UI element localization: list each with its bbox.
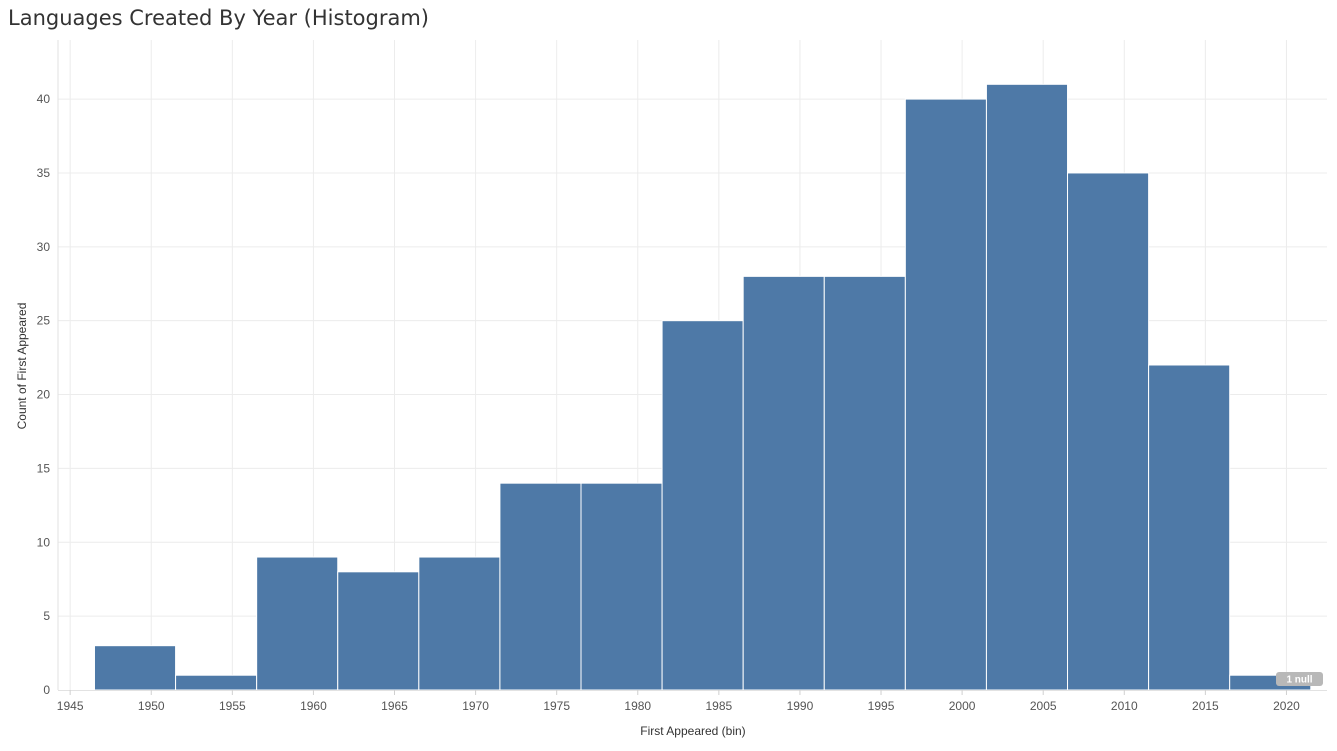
x-tick-label: 1970 [462, 699, 489, 713]
y-tick-label: 10 [37, 535, 51, 549]
x-axis: 1945 1950 1955 1960 1965 1970 1975 1980 1985 1990… [57, 690, 1327, 713]
null-badge-label: 1 null [1286, 675, 1312, 686]
x-tick-label: 1990 [787, 699, 814, 713]
y-tick-label: 25 [37, 314, 51, 328]
histogram-bar[interactable] [580, 482, 663, 691]
x-tick-label: 2015 [1192, 699, 1219, 713]
x-tick-label: 1965 [381, 699, 408, 713]
y-tick-label: 40 [37, 92, 51, 106]
histogram-bar[interactable] [742, 275, 825, 691]
histogram-bar[interactable] [256, 556, 339, 691]
y-tick-label: 15 [37, 461, 51, 475]
histogram-bar[interactable] [904, 98, 987, 691]
x-tick-label: 2000 [949, 699, 976, 713]
histogram-bar[interactable] [418, 556, 501, 691]
y-tick-label: 35 [37, 166, 51, 180]
histogram-bar[interactable] [1067, 172, 1150, 691]
y-axis-label: Count of First Appeared [15, 303, 29, 430]
x-tick-label: 2010 [1111, 699, 1138, 713]
histogram-bar[interactable] [823, 275, 906, 691]
x-tick-label: 1945 [57, 699, 84, 713]
x-tick-label: 2005 [1030, 699, 1057, 713]
histogram-bar[interactable] [1148, 364, 1231, 691]
y-axis: 0 5 10 15 20 25 30 35 40 [37, 92, 51, 697]
x-tick-label: 1955 [219, 699, 246, 713]
histogram-bar[interactable] [175, 674, 258, 691]
x-tick-label: 1960 [300, 699, 327, 713]
y-tick-label: 20 [37, 388, 51, 402]
y-tick-label: 0 [43, 683, 50, 697]
histogram-bar[interactable] [93, 645, 177, 691]
x-tick-label: 1985 [706, 699, 733, 713]
y-tick-label: 30 [37, 240, 51, 254]
x-tick-label: 1975 [543, 699, 570, 713]
histogram-bar[interactable] [985, 83, 1069, 691]
x-tick-label: 2020 [1273, 699, 1300, 713]
x-tick-label: 1980 [624, 699, 651, 713]
histogram-bar[interactable] [661, 320, 744, 691]
null-badge[interactable]: 1 null [1276, 672, 1323, 686]
histogram-bar[interactable] [499, 482, 582, 691]
x-axis-label: First Appeared (bin) [640, 724, 745, 738]
x-tick-label: 1995 [868, 699, 895, 713]
histogram-bar[interactable] [337, 571, 420, 691]
bars [93, 83, 1312, 691]
y-tick-label: 5 [43, 609, 50, 623]
chart-title: Languages Created By Year (Histogram) [8, 6, 430, 30]
x-tick-label: 1950 [138, 699, 165, 713]
